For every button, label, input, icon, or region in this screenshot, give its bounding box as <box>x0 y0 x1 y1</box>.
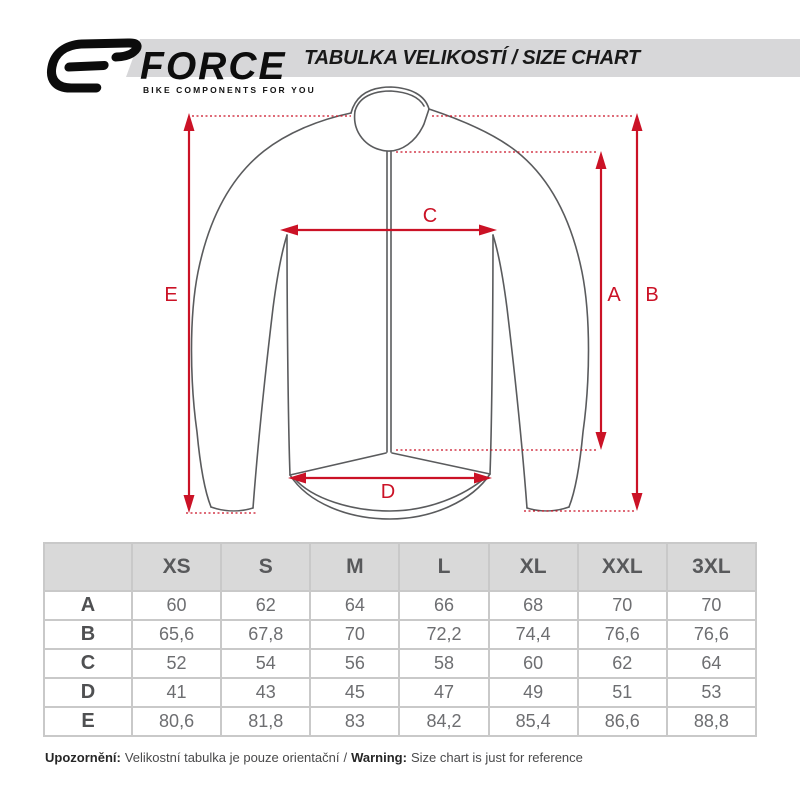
size-column-header: XXL <box>576 542 668 592</box>
size-value-cell: 88,8 <box>665 706 758 737</box>
footer-separator: / <box>343 750 348 765</box>
size-value-cell: 85,4 <box>487 706 579 737</box>
size-value-cell: 64 <box>309 590 401 621</box>
size-value-cell: 65,6 <box>130 619 223 650</box>
measure-label-e: E <box>164 284 177 306</box>
measure-row-label: E <box>43 706 133 737</box>
size-column-header: XL <box>487 542 579 592</box>
size-table-row: D 41 43 45 47 49 51 53 <box>43 677 758 708</box>
size-value-cell: 45 <box>309 677 401 708</box>
footer-note: Upozornění: Velikostní tabulka je pouze o… <box>45 750 587 765</box>
measure-label-a: A <box>607 284 621 306</box>
size-value-cell: 83 <box>309 706 401 737</box>
size-value-cell: 86,6 <box>576 706 668 737</box>
header-stripe <box>126 39 800 77</box>
brand-name: FORCE <box>140 45 287 88</box>
measure-row-label: D <box>43 677 133 708</box>
size-table-header-row: XS S M L XL XXL 3XL <box>43 542 758 592</box>
size-value-cell: 74,4 <box>487 619 579 650</box>
size-value-cell: 60 <box>487 648 579 679</box>
brand-logo: FORCE BIKE COMPONENTS FOR YOU <box>40 34 314 98</box>
size-value-cell: 70 <box>309 619 401 650</box>
size-value-cell: 70 <box>576 590 668 621</box>
measure-label-d: D <box>381 481 395 503</box>
footer-text-cs: Velikostní tabulka je pouze orientační <box>124 750 340 765</box>
size-value-cell: 81,8 <box>220 706 312 737</box>
force-f-icon <box>46 38 142 93</box>
size-value-cell: 49 <box>487 677 579 708</box>
measure-label-b: B <box>645 284 658 306</box>
size-column-header: M <box>309 542 401 592</box>
measure-label-c: C <box>423 205 437 227</box>
size-table-corner-cell <box>43 542 133 592</box>
size-value-cell: 60 <box>130 590 223 621</box>
size-value-cell: 76,6 <box>665 619 758 650</box>
size-value-cell: 64 <box>665 648 758 679</box>
size-table: XS S M L XL XXL 3XL A 60 62 64 66 68 70 70 B 65,6 67,8 70… <box>43 542 758 737</box>
size-value-cell: 43 <box>220 677 312 708</box>
size-value-cell: 76,6 <box>576 619 668 650</box>
size-value-cell: 56 <box>309 648 401 679</box>
size-value-cell: 80,6 <box>130 706 223 737</box>
measure-row-label: B <box>43 619 133 650</box>
size-value-cell: 54 <box>220 648 312 679</box>
size-value-cell: 53 <box>665 677 758 708</box>
size-column-header: L <box>398 542 490 592</box>
size-value-cell: 67,8 <box>220 619 312 650</box>
size-value-cell: 70 <box>665 590 758 621</box>
measurement-arrows: E A B C D <box>164 113 659 514</box>
size-table-row: C 52 54 56 58 60 62 64 <box>43 648 758 679</box>
size-value-cell: 58 <box>398 648 490 679</box>
footer-text-en: Size chart is just for reference <box>410 750 583 765</box>
size-value-cell: 62 <box>220 590 312 621</box>
size-value-cell: 66 <box>398 590 490 621</box>
size-value-cell: 41 <box>130 677 223 708</box>
brand-tagline: BIKE COMPONENTS FOR YOU <box>143 85 316 95</box>
size-value-cell: 62 <box>576 648 668 679</box>
measure-row-label: A <box>43 590 133 621</box>
size-table-row: A 60 62 64 66 68 70 70 <box>43 590 758 621</box>
size-table-row: B 65,6 67,8 70 72,2 74,4 76,6 76,6 <box>43 619 758 650</box>
size-value-cell: 47 <box>398 677 490 708</box>
size-column-header: 3XL <box>665 542 758 592</box>
footer-prefix-en: Warning: <box>351 750 407 765</box>
footer-prefix-cs: Upozornění: <box>45 750 121 765</box>
size-value-cell: 51 <box>576 677 668 708</box>
page-title: TABULKA VELIKOSTÍ / SIZE CHART <box>304 46 640 69</box>
size-value-cell: 72,2 <box>398 619 490 650</box>
size-value-cell: 52 <box>130 648 223 679</box>
size-column-header: XS <box>130 542 223 592</box>
size-column-header: S <box>220 542 312 592</box>
size-value-cell: 84,2 <box>398 706 490 737</box>
size-value-cell: 68 <box>487 590 579 621</box>
measure-row-label: C <box>43 648 133 679</box>
size-table-row: E 80,6 81,8 83 84,2 85,4 86,6 88,8 <box>43 706 758 737</box>
jersey-outline <box>190 86 590 520</box>
